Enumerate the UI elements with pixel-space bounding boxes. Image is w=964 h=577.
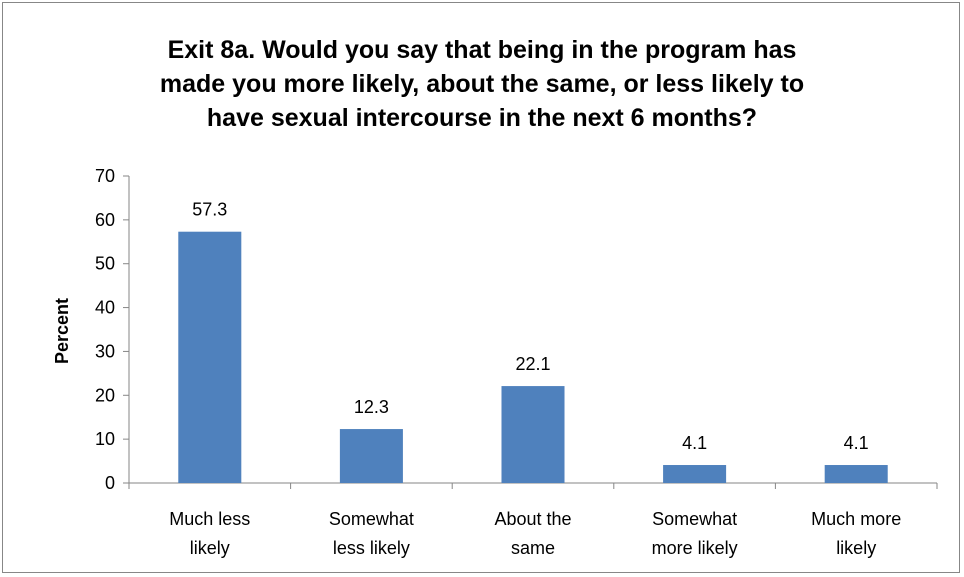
data-label: 12.3 [354, 397, 389, 417]
category-label: Somewhat [329, 509, 414, 529]
y-tick-label: 70 [95, 166, 115, 186]
y-tick-label: 10 [95, 429, 115, 449]
y-tick-label: 0 [105, 473, 115, 493]
category-label: Much less [169, 509, 250, 529]
category-label: less likely [333, 538, 410, 558]
category-label: likely [836, 538, 876, 558]
category-label: more likely [652, 538, 738, 558]
y-tick-label: 50 [95, 254, 115, 274]
y-tick-label: 20 [95, 385, 115, 405]
category-label: Much more [811, 509, 901, 529]
chart-title-line-3: have sexual intercourse in the next 6 mo… [206, 104, 758, 132]
category-label: likely [190, 538, 230, 558]
data-label: 4.1 [682, 433, 707, 453]
category-label: Somewhat [652, 509, 737, 529]
y-tick-label: 60 [95, 210, 115, 230]
bar [663, 465, 727, 483]
chart-title-line-1: Exit 8a. Would you say that being in the… [167, 36, 797, 64]
data-label: 57.3 [192, 200, 227, 220]
bar [501, 386, 565, 483]
bar [824, 465, 888, 483]
chart-title: Exit 8a. Would you say that being in the… [3, 33, 961, 135]
data-label: 4.1 [844, 433, 869, 453]
bar-chart-plot: Percent 0 10 20 30 40 50 60 70 57.3 Much less like… [52, 166, 938, 558]
chart-title-line-2: made you more likely, about the same, or… [159, 70, 805, 98]
bar [178, 231, 242, 483]
bar [339, 429, 403, 483]
y-tick-label: 40 [95, 298, 115, 318]
data-label: 22.1 [515, 354, 550, 374]
category-label: same [511, 538, 555, 558]
y-tick-label: 30 [95, 341, 115, 361]
category-label: About the [494, 509, 571, 529]
y-axis-title: Percent [52, 298, 72, 364]
